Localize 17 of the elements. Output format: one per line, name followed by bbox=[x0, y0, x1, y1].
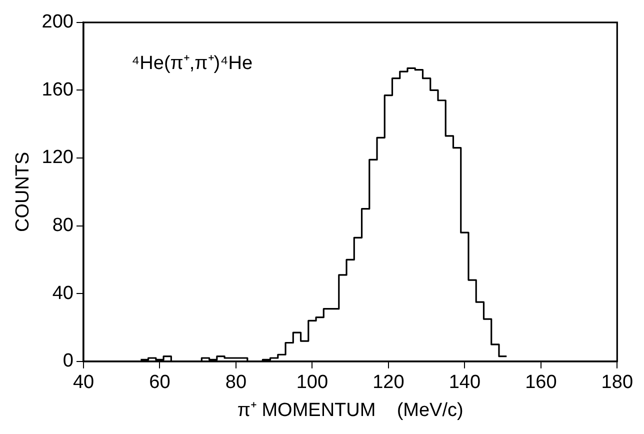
x-tick-label: 120 bbox=[372, 372, 404, 394]
y-tick-label: 80 bbox=[52, 215, 74, 236]
x-tick-label: 40 bbox=[72, 372, 94, 394]
y-tick-label: 160 bbox=[42, 79, 74, 100]
x-tick-label: 100 bbox=[296, 372, 328, 394]
y-tick-label: 40 bbox=[52, 282, 74, 304]
x-axis-title: π⁺ MOMENTUM (MeV/c) bbox=[237, 400, 464, 421]
x-tick-label: 140 bbox=[448, 372, 481, 394]
x-tick-label: 160 bbox=[525, 372, 557, 394]
y-axis-title: COUNTS bbox=[12, 152, 34, 232]
y-tick-label: 120 bbox=[42, 147, 74, 168]
y-tick-label: 200 bbox=[42, 12, 74, 33]
annotation: ⁴He(π⁺,π⁺)⁴He bbox=[132, 53, 253, 74]
x-tick-label: 180 bbox=[601, 372, 633, 394]
x-tick-label: 80 bbox=[225, 372, 247, 394]
x-tick-label: 60 bbox=[149, 372, 170, 394]
y-tick-label: 0 bbox=[62, 350, 74, 372]
